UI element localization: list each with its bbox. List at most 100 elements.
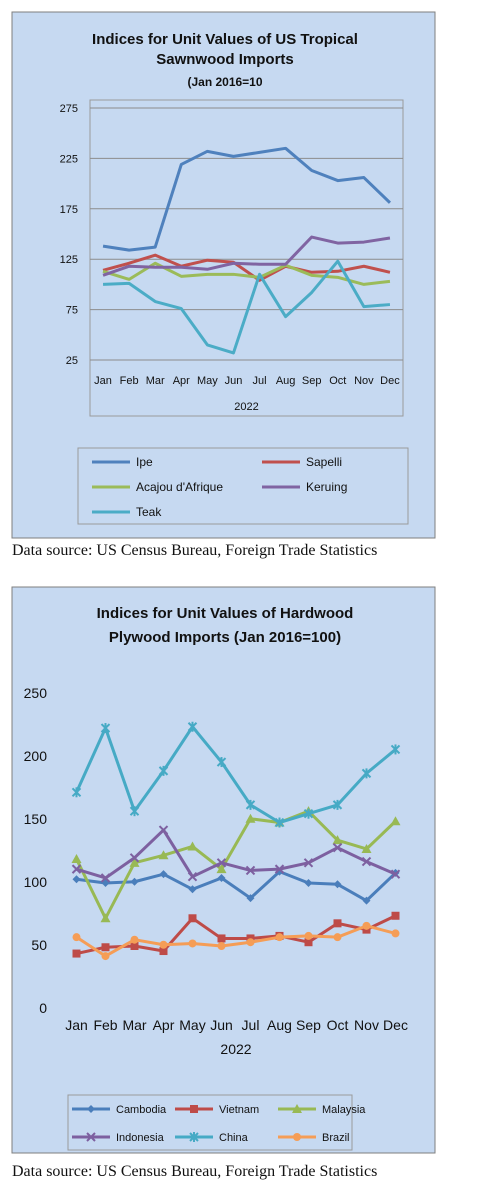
chart2-data-point-cambodia bbox=[159, 870, 168, 879]
chart2-x-tick-label: Sep bbox=[296, 1017, 321, 1033]
chart2-legend-label-indonesia: Indonesia bbox=[116, 1132, 165, 1144]
chart1-x-tick-label: Mar bbox=[146, 375, 165, 387]
chart-2-source-caption: Data source: US Census Bureau, Foreign T… bbox=[12, 1163, 378, 1180]
chart2-x-tick-label: Nov bbox=[354, 1017, 379, 1033]
chart2-data-point-brazil bbox=[333, 933, 342, 942]
chart2-legend-marker-china bbox=[189, 1132, 199, 1142]
chart2-data-point-cambodia bbox=[72, 875, 81, 884]
chart2-data-point-brazil bbox=[72, 933, 81, 942]
chart1-x-tick-label: Oct bbox=[329, 375, 346, 387]
chart2-legend-marker-vietnam bbox=[190, 1105, 198, 1113]
chart1-subtitle: (Jan 2016=10 bbox=[187, 75, 262, 89]
chart2-data-point-china bbox=[100, 723, 111, 734]
chart1-x-tick-label: Jan bbox=[94, 375, 112, 387]
chart2-data-point-vietnam bbox=[333, 919, 342, 928]
chart2-y-tick-label: 0 bbox=[39, 1000, 47, 1016]
chart1-plot-area bbox=[89, 99, 404, 417]
chart1-x-tick-label: Jul bbox=[253, 375, 267, 387]
chart2-data-point-malaysia bbox=[390, 816, 401, 826]
chart1-x-tick-label: Nov bbox=[354, 375, 374, 387]
chart2-series-line-cambodia bbox=[76, 870, 397, 903]
chart2-series-line-vietnam bbox=[76, 914, 397, 956]
chart2-data-point-vietnam bbox=[217, 934, 226, 943]
chart2-y-tick-label: 50 bbox=[31, 937, 47, 953]
chart1-legend-label-sapelli: Sapelli bbox=[306, 455, 342, 469]
chart2-x-tick-label: Oct bbox=[327, 1017, 349, 1033]
chart2-data-point-brazil bbox=[101, 952, 110, 961]
chart1-series-keruing bbox=[102, 235, 391, 277]
chart2-legend-label-china: China bbox=[219, 1132, 249, 1144]
chart1-x-axis-label: 2022 bbox=[234, 401, 258, 413]
chart2-x-tick-label: May bbox=[179, 1017, 205, 1033]
chart2-data-point-malaysia bbox=[129, 857, 140, 867]
chart2-data-point-brazil bbox=[275, 933, 284, 942]
chart2-data-point-brazil bbox=[304, 931, 313, 940]
chart2-data-point-vietnam bbox=[72, 949, 81, 958]
chart2-data-point-brazil bbox=[246, 938, 255, 947]
chart2-data-point-brazil bbox=[362, 921, 371, 930]
chart1-x-tick-label: Sep bbox=[302, 375, 322, 387]
chart1-series-teak bbox=[102, 259, 391, 355]
chart1-legend bbox=[77, 447, 409, 525]
chart2-data-point-vietnam bbox=[391, 911, 400, 920]
chart2-data-point-indonesia bbox=[100, 873, 111, 883]
chart1-x-tick-label: Dec bbox=[380, 375, 400, 387]
chart1-y-tick-label: 275 bbox=[60, 103, 78, 115]
chart2-data-point-malaysia bbox=[71, 854, 82, 864]
chart2-data-point-cambodia bbox=[188, 885, 197, 894]
chart2-legend-marker-brazil bbox=[293, 1133, 301, 1141]
chart2-data-point-china bbox=[129, 806, 140, 817]
chart2-data-point-malaysia bbox=[216, 864, 227, 874]
chart2-data-point-cambodia bbox=[304, 879, 313, 887]
chart1-series-line-teak bbox=[102, 259, 391, 355]
chart2-legend-marker-malaysia bbox=[292, 1104, 302, 1113]
chart2-data-point-brazil bbox=[217, 942, 226, 950]
chart1-series-line-keruing bbox=[102, 235, 391, 277]
chart2-legend-label-cambodia: Cambodia bbox=[116, 1104, 167, 1116]
chart2-data-point-indonesia bbox=[361, 856, 372, 867]
chart2-data-point-china bbox=[187, 721, 198, 732]
chart2-legend-label-malaysia: Malaysia bbox=[322, 1104, 366, 1116]
chart2-x-tick-label: Jan bbox=[65, 1017, 88, 1033]
chart1-legend-label-teak: Teak bbox=[136, 505, 162, 519]
chart2-data-point-brazil bbox=[391, 929, 400, 938]
chart2-data-point-malaysia bbox=[361, 843, 372, 853]
chart2-x-tick-label: Mar bbox=[122, 1017, 146, 1033]
chart2-data-point-vietnam bbox=[130, 942, 139, 950]
chart2-legend-marker-indonesia bbox=[86, 1132, 96, 1142]
chart2-data-point-indonesia bbox=[274, 864, 285, 874]
chart2-series-line-malaysia bbox=[75, 809, 397, 920]
chart2-series-line-china bbox=[75, 725, 397, 825]
chart2-data-point-indonesia bbox=[332, 843, 343, 853]
chart1-y-tick-label: 175 bbox=[60, 204, 78, 216]
chart2-legend-label-brazil: Brazil bbox=[322, 1132, 350, 1144]
chart2-data-point-malaysia bbox=[332, 835, 343, 845]
chart2-y-tick-label: 200 bbox=[24, 748, 48, 764]
chart1-y-tick-label: 25 bbox=[66, 355, 78, 367]
chart1-series-ipe bbox=[102, 146, 392, 252]
chart2-y-tick-label: 150 bbox=[24, 811, 48, 827]
chart2-data-point-cambodia bbox=[362, 896, 371, 905]
chart2-data-point-malaysia bbox=[100, 913, 111, 923]
chart2-series-line-indonesia bbox=[76, 828, 397, 880]
chart2-data-point-indonesia bbox=[187, 871, 198, 882]
chart1-title-line-1: Indices for Unit Values of US Tropical bbox=[92, 31, 358, 48]
chart2-data-point-cambodia bbox=[246, 894, 255, 903]
chart2-series-brazil bbox=[72, 921, 400, 961]
chart2-data-point-cambodia bbox=[130, 877, 139, 886]
chart2-data-point-china bbox=[274, 817, 285, 828]
chart2-data-point-brazil bbox=[130, 935, 139, 944]
chart2-data-point-china bbox=[71, 787, 82, 798]
chart2-series-line-brazil bbox=[75, 924, 396, 958]
chart2-data-point-indonesia bbox=[303, 858, 314, 868]
chart2-data-point-china bbox=[361, 768, 372, 779]
chart2-title-line-2: Plywood Imports (Jan 2016=100) bbox=[109, 629, 341, 646]
chart-1: Indices for Unit Values of US Tropical Sa… bbox=[11, 11, 436, 539]
chart2-data-point-vietnam bbox=[188, 914, 197, 923]
chart1-x-tick-label: Aug bbox=[276, 375, 296, 387]
chart2-x-tick-label: Jun bbox=[210, 1017, 233, 1033]
chart2-data-point-china bbox=[245, 799, 256, 810]
chart2-data-point-vietnam bbox=[159, 947, 168, 956]
chart1-legend-label-ipe: Ipe bbox=[136, 455, 153, 469]
chart2-x-tick-label: Jul bbox=[242, 1017, 260, 1033]
